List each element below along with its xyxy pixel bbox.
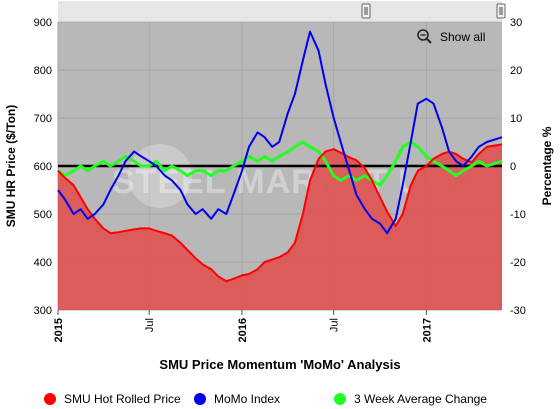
watermark-logo-icon xyxy=(128,144,192,208)
zoom-out-icon-handle xyxy=(426,38,432,44)
right-axis-title: Percentage % xyxy=(540,126,554,205)
navigator-handle-right[interactable] xyxy=(496,3,506,19)
legend-marker-icon xyxy=(44,393,56,405)
right-tick-label: 0 xyxy=(510,161,516,173)
navigator-bar[interactable] xyxy=(58,1,502,21)
x-tick-label: Jul xyxy=(144,318,156,332)
left-tick-label: 800 xyxy=(34,65,52,77)
x-tick-label: 2015 xyxy=(53,318,65,342)
right-tick-label: 20 xyxy=(510,65,522,77)
right-tick-label: -10 xyxy=(510,209,526,221)
right-tick-label: -20 xyxy=(510,257,526,269)
x-tick-label: Jul xyxy=(329,318,341,332)
x-axis-ticks: 2015 Jul 2016 Jul 2017 xyxy=(53,310,433,342)
navigator-handle-left[interactable] xyxy=(361,3,371,19)
legend-marker-icon xyxy=(334,393,346,405)
series-line-3-week-average-change xyxy=(57,140,503,187)
chart-title: SMU Price Momentum 'MoMo' Analysis xyxy=(159,357,400,372)
zoom-out-icon xyxy=(417,29,429,41)
legend: SMU Hot Rolled Price MoMo Index 3 Week Ave… xyxy=(44,392,487,406)
right-axis-ticks: -30 -20 -10 0 10 20 30 xyxy=(510,17,526,317)
right-tick-label: -30 xyxy=(510,305,526,317)
right-tick-label: 10 xyxy=(510,113,522,125)
legend-item[interactable]: 3 Week Average Change xyxy=(334,392,487,406)
left-tick-label: 700 xyxy=(34,113,52,125)
legend-label: SMU Hot Rolled Price xyxy=(64,392,181,406)
left-tick-label: 900 xyxy=(34,17,52,29)
legend-item[interactable]: SMU Hot Rolled Price xyxy=(44,392,181,406)
left-axis-title: SMU HR Price ($/Ton) xyxy=(4,105,18,227)
x-tick-label: 2017 xyxy=(421,318,433,342)
series-lines-layer xyxy=(57,30,503,283)
price-area xyxy=(58,144,502,310)
left-tick-label: 600 xyxy=(34,161,52,173)
left-tick-label: 500 xyxy=(34,209,52,221)
series-line-smu-hot-rolled-price xyxy=(57,143,503,283)
legend-label: 3 Week Average Change xyxy=(354,392,487,406)
right-tick-label: 30 xyxy=(510,17,522,29)
price-area-layer xyxy=(58,144,502,310)
legend-label: MoMo Index xyxy=(214,392,280,406)
legend-item[interactable]: MoMo Index xyxy=(194,392,280,406)
show-all-button[interactable]: Show all xyxy=(417,29,485,44)
legend-marker-icon xyxy=(194,393,206,405)
left-axis-ticks: 300 400 500 600 700 800 900 xyxy=(34,17,52,317)
left-tick-label: 400 xyxy=(34,257,52,269)
x-tick-label: 2016 xyxy=(237,318,249,342)
show-all-label: Show all xyxy=(440,30,485,44)
left-tick-label: 300 xyxy=(34,305,52,317)
series-line-momo-index xyxy=(57,30,503,235)
